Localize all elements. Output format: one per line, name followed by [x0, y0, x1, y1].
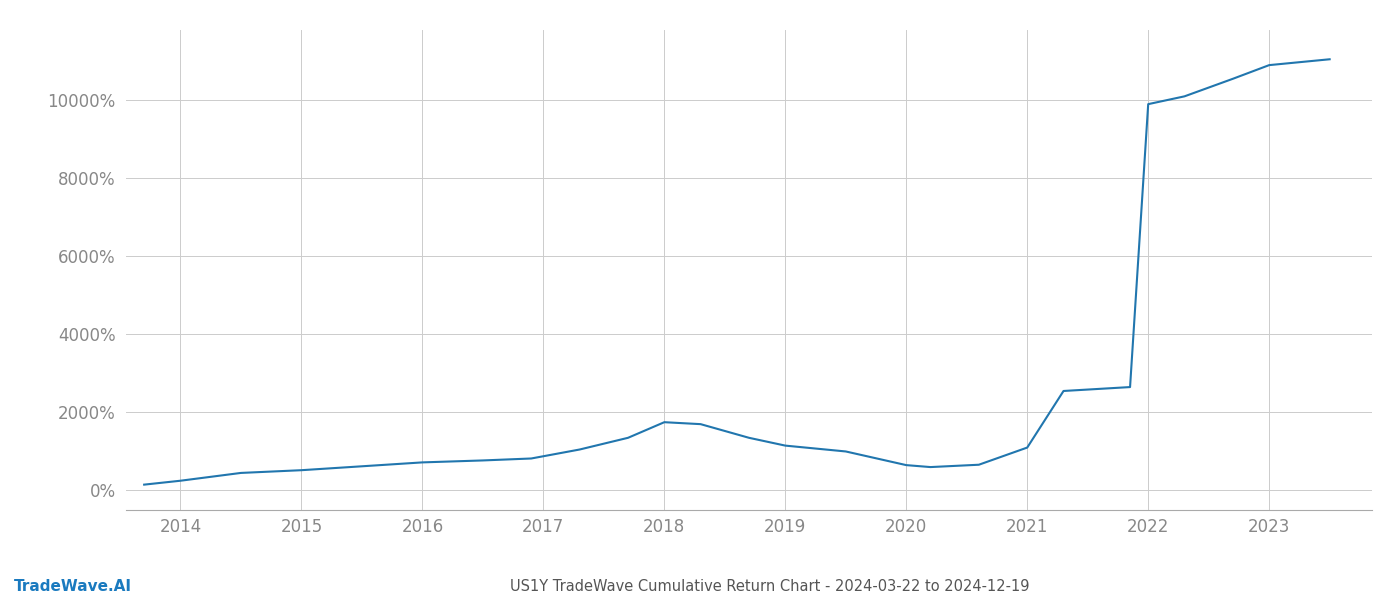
- Text: TradeWave.AI: TradeWave.AI: [14, 579, 132, 594]
- Text: US1Y TradeWave Cumulative Return Chart - 2024-03-22 to 2024-12-19: US1Y TradeWave Cumulative Return Chart -…: [510, 579, 1030, 594]
